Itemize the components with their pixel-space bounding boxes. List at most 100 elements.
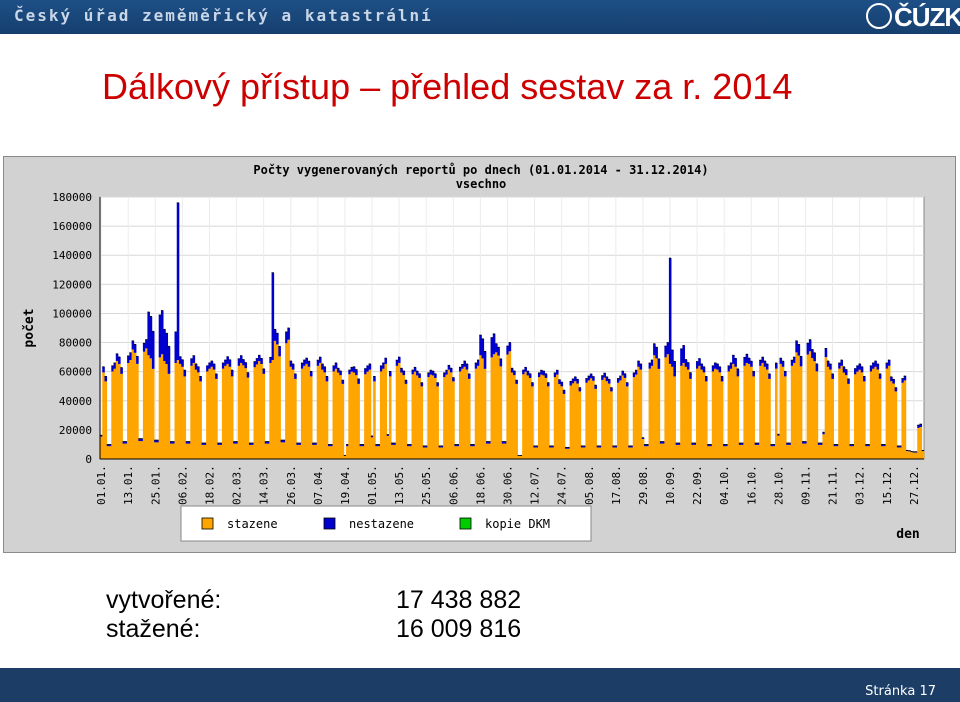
bar-nestazene — [341, 380, 345, 384]
bar-nestazene — [786, 442, 789, 445]
bar-nestazene — [682, 345, 686, 363]
bar-nestazene — [228, 359, 232, 367]
bar-stazene — [901, 382, 904, 459]
bar-nestazene — [542, 371, 546, 376]
bar-stazene — [592, 380, 595, 459]
bar-stazene — [513, 375, 516, 459]
bar-nestazene — [237, 358, 241, 366]
bar-stazene — [671, 366, 674, 459]
bar-nestazene — [102, 366, 105, 373]
bar-nestazene — [393, 442, 397, 445]
bar-stazene — [878, 378, 882, 459]
bar-nestazene — [373, 376, 376, 382]
bar-stazene — [458, 371, 462, 459]
bar-stazene — [483, 368, 487, 459]
bar-nestazene — [490, 337, 494, 358]
bar-nestazene — [492, 333, 496, 355]
bar-nestazene — [700, 363, 704, 370]
bar-nestazene — [709, 444, 713, 447]
bar-stazene — [729, 368, 733, 459]
bar-stazene — [849, 446, 853, 459]
bar-nestazene — [418, 373, 421, 378]
x-tick-label: 13.05. — [393, 465, 406, 505]
bar-stazene — [614, 447, 618, 459]
bar-nestazene — [201, 442, 205, 445]
bar-stazene — [556, 374, 559, 459]
bar-stazene — [725, 446, 728, 459]
bar-nestazene — [425, 445, 428, 448]
bar-nestazene — [282, 440, 286, 443]
bar-nestazene — [194, 363, 198, 370]
bar-stazene — [921, 451, 925, 459]
bar-nestazene — [239, 355, 243, 363]
bar-stazene — [467, 378, 471, 459]
bar-nestazene — [359, 444, 363, 447]
bar-nestazene — [251, 442, 254, 445]
bar-stazene — [370, 437, 374, 459]
bar-nestazene — [849, 444, 853, 447]
bar-stazene — [714, 368, 717, 459]
bar-nestazene — [743, 357, 746, 366]
bar-stazene — [138, 441, 141, 459]
bar-nestazene — [788, 442, 792, 445]
bar-stazene — [364, 374, 367, 459]
x-tick-label: 02.03. — [231, 465, 244, 505]
x-tick-label: 29.08. — [637, 465, 650, 505]
bar-nestazene — [416, 371, 419, 376]
bar-nestazene — [869, 365, 873, 372]
bar-stazene — [691, 444, 695, 459]
bar-nestazene — [693, 442, 697, 445]
x-tick-label: 16.10. — [745, 465, 758, 505]
bar-stazene — [544, 377, 548, 459]
x-tick-label: 13.01. — [122, 465, 135, 505]
bar-stazene — [499, 366, 503, 459]
bar-stazene — [768, 378, 771, 459]
bar-nestazene — [199, 376, 202, 382]
bar-stazene — [519, 455, 523, 459]
bar-stazene — [797, 355, 801, 459]
bar-nestazene — [296, 442, 299, 445]
bar-stazene — [793, 362, 796, 459]
bar-nestazene — [113, 362, 117, 369]
y-tick-label: 140000 — [52, 249, 92, 262]
bar-stazene — [917, 427, 920, 459]
bar-stazene — [700, 369, 704, 459]
bar-nestazene — [230, 370, 234, 377]
bar-nestazene — [303, 360, 306, 366]
x-tick-label: 17.08. — [610, 465, 623, 505]
bar-nestazene — [431, 371, 435, 376]
bar-nestazene — [799, 356, 803, 367]
bar-stazene — [504, 443, 507, 459]
bar-nestazene — [657, 358, 661, 369]
bar-stazene — [574, 381, 577, 459]
bar-stazene — [874, 366, 877, 459]
bar-nestazene — [382, 362, 385, 369]
bar-stazene — [537, 377, 541, 459]
bar-nestazene — [528, 373, 532, 378]
bar-stazene — [826, 366, 830, 459]
bar-stazene — [876, 369, 880, 459]
bar-nestazene — [321, 363, 324, 370]
bar-stazene — [474, 368, 478, 459]
bar-stazene — [206, 371, 209, 459]
bar-stazene — [215, 378, 218, 459]
bar-stazene — [831, 378, 834, 459]
bar-nestazene — [856, 365, 859, 372]
bar-stazene — [488, 443, 491, 459]
bar-stazene — [743, 365, 746, 459]
bar-stazene — [228, 366, 232, 459]
bar-nestazene — [197, 366, 200, 373]
bar-nestazene — [630, 445, 634, 448]
bar-stazene — [131, 349, 135, 459]
bar-nestazene — [781, 361, 785, 367]
bar-stazene — [732, 363, 735, 459]
bar-nestazene — [165, 333, 169, 364]
bar-stazene — [596, 447, 600, 459]
bar-nestazene — [458, 367, 462, 372]
bar-nestazene — [452, 377, 455, 382]
bar-stazene — [140, 441, 144, 459]
bar-stazene — [833, 446, 837, 459]
bar-nestazene — [309, 371, 313, 377]
x-tick-label: 26.03. — [285, 465, 298, 505]
bar-nestazene — [111, 365, 114, 372]
